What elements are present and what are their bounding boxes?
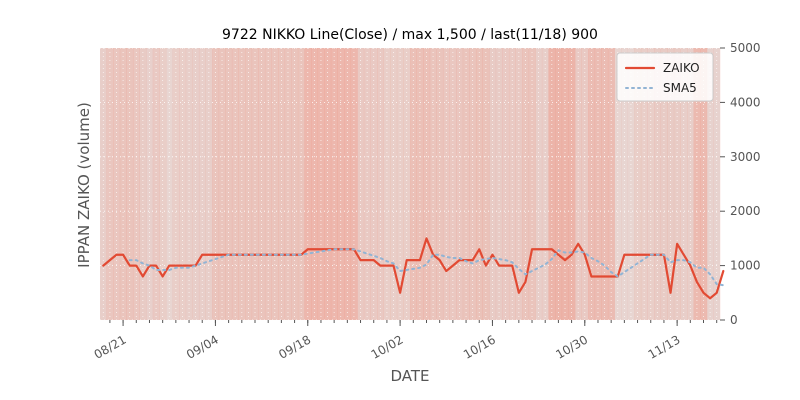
x-tick-label: 10/16 [461, 332, 498, 361]
legend: ZAIKO SMA5 [616, 52, 714, 102]
x-tick-label: 08/21 [92, 332, 129, 361]
series-line-sma5 [128, 248, 725, 287]
legend-label: ZAIKO [663, 61, 700, 75]
legend-label: SMA5 [663, 81, 697, 95]
y-tick-label: 5000 [730, 41, 761, 55]
x-tick-label: 09/04 [184, 332, 221, 361]
x-tick-label: 11/13 [646, 332, 683, 361]
y-tick-label: 3000 [730, 150, 761, 164]
legend-box [616, 52, 714, 102]
x-tick-label: 10/02 [369, 332, 406, 361]
y-tick-label: 1000 [730, 259, 761, 273]
series-line-zaiko [102, 237, 725, 300]
chart-title: 9722 NIKKO Line(Close) / max 1,500 / las… [222, 27, 598, 43]
y-axis-label: IPPAN ZAIKO (volume) [75, 102, 93, 268]
x-tick-label: 10/30 [553, 332, 590, 361]
y-tick-label: 4000 [730, 95, 761, 109]
x-tick-label: 09/18 [276, 332, 313, 361]
x-axis-label: DATE [390, 367, 429, 385]
y-tick-label: 2000 [730, 204, 761, 218]
y-tick-label: 0 [730, 313, 738, 327]
